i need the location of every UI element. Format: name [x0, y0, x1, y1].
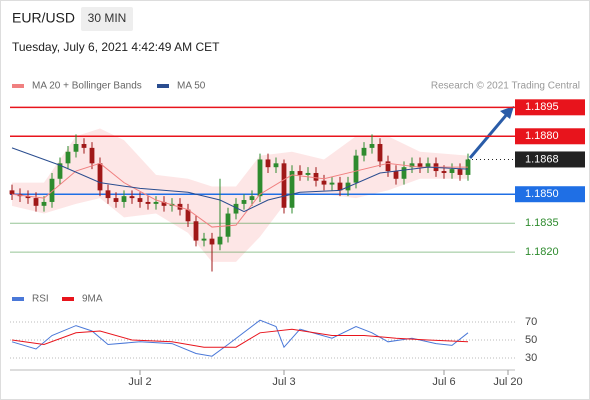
x-tick-label: Jul 3 — [272, 376, 295, 388]
candle-body — [353, 155, 359, 183]
candle-body — [369, 144, 375, 148]
candle-body — [305, 172, 311, 175]
legend-swatch — [12, 84, 24, 88]
level-label: 1.1868 — [525, 153, 559, 165]
candle-body — [209, 238, 215, 245]
legend-label: MA 20 + Bollinger Bands — [32, 81, 142, 92]
level-label: 1.1835 — [525, 217, 559, 229]
candle-body — [337, 182, 343, 191]
candle-body — [185, 209, 191, 222]
x-tick-label: Jul 20 — [493, 376, 522, 388]
candle-body — [281, 163, 287, 208]
timeframe-badge — [81, 7, 133, 31]
candle-body — [49, 178, 55, 202]
candle-body — [273, 163, 279, 168]
candle-body — [409, 163, 415, 168]
y-tick-label: 50 — [525, 334, 537, 346]
candle-body — [57, 163, 63, 179]
timeframe: 30 MIN — [88, 11, 127, 25]
candle-body — [97, 163, 103, 191]
candle-body — [449, 169, 455, 173]
ma-line — [11, 162, 468, 228]
x-tick-label: Jul 2 — [128, 376, 151, 388]
candle-body — [161, 201, 167, 206]
candle-body — [9, 190, 15, 195]
candle-body — [249, 196, 255, 201]
candle-body — [377, 144, 383, 162]
candle-body — [425, 163, 431, 168]
candle-body — [129, 196, 135, 199]
candle-body — [145, 201, 151, 204]
legend-swatch — [62, 297, 74, 301]
candle-body — [441, 171, 447, 173]
candle-body — [329, 182, 335, 185]
level-label: 1.1850 — [525, 188, 559, 200]
legend-label: 9MA — [82, 294, 103, 305]
candle-body — [153, 201, 159, 204]
y-tick-label: 30 — [525, 352, 537, 364]
indicator-line — [11, 328, 469, 348]
candle-body — [113, 198, 119, 202]
candle-body — [41, 201, 47, 206]
candle-body — [313, 172, 319, 181]
ma-line — [11, 147, 469, 213]
candle-body — [289, 171, 295, 208]
legend-swatch — [157, 84, 169, 88]
level-box — [515, 151, 585, 168]
candle-body — [105, 190, 111, 199]
candle-body — [265, 159, 271, 168]
candle-body — [457, 169, 463, 175]
indicator-line — [11, 319, 469, 357]
x-tick-label: Jul 6 — [432, 376, 455, 388]
candle-body — [81, 144, 87, 148]
candle-body — [233, 203, 239, 214]
candle-body — [193, 221, 199, 241]
legend-swatch — [12, 297, 24, 301]
candle-body — [89, 147, 95, 164]
legend-label: RSI — [32, 294, 49, 305]
source: Research © 2021 Trading Central — [431, 81, 580, 92]
candle-body — [33, 198, 39, 206]
candle-body — [137, 198, 143, 202]
candle-body — [385, 161, 391, 172]
candle-body — [121, 196, 127, 202]
candle-body — [201, 238, 207, 241]
candle-body — [417, 163, 423, 168]
legend-label: MA 50 — [177, 81, 206, 92]
candle-body — [65, 151, 71, 164]
candle-body — [401, 167, 407, 179]
level-label: 1.1820 — [525, 246, 559, 258]
candle-body — [73, 144, 79, 152]
candle-body — [25, 196, 31, 199]
chart-title: EUR/USD — [12, 10, 75, 26]
level-box — [515, 186, 585, 203]
level-label: 1.1880 — [525, 130, 559, 142]
level-label: 1.1895 — [525, 101, 559, 113]
candle-body — [393, 171, 399, 179]
candle-body — [257, 159, 263, 197]
level-box — [515, 128, 585, 145]
candle-body — [241, 200, 247, 204]
candle-body — [321, 180, 327, 185]
candle-body — [217, 236, 223, 245]
level-box — [515, 99, 585, 116]
candle-body — [225, 213, 231, 237]
arrow — [468, 112, 510, 159]
arrow-head — [500, 106, 514, 119]
candle-body — [361, 147, 367, 156]
candle-body — [297, 171, 303, 175]
subtitle: Tuesday, July 6, 2021 4:42:49 AM CET — [12, 40, 220, 54]
y-tick-label: 70 — [525, 316, 537, 328]
